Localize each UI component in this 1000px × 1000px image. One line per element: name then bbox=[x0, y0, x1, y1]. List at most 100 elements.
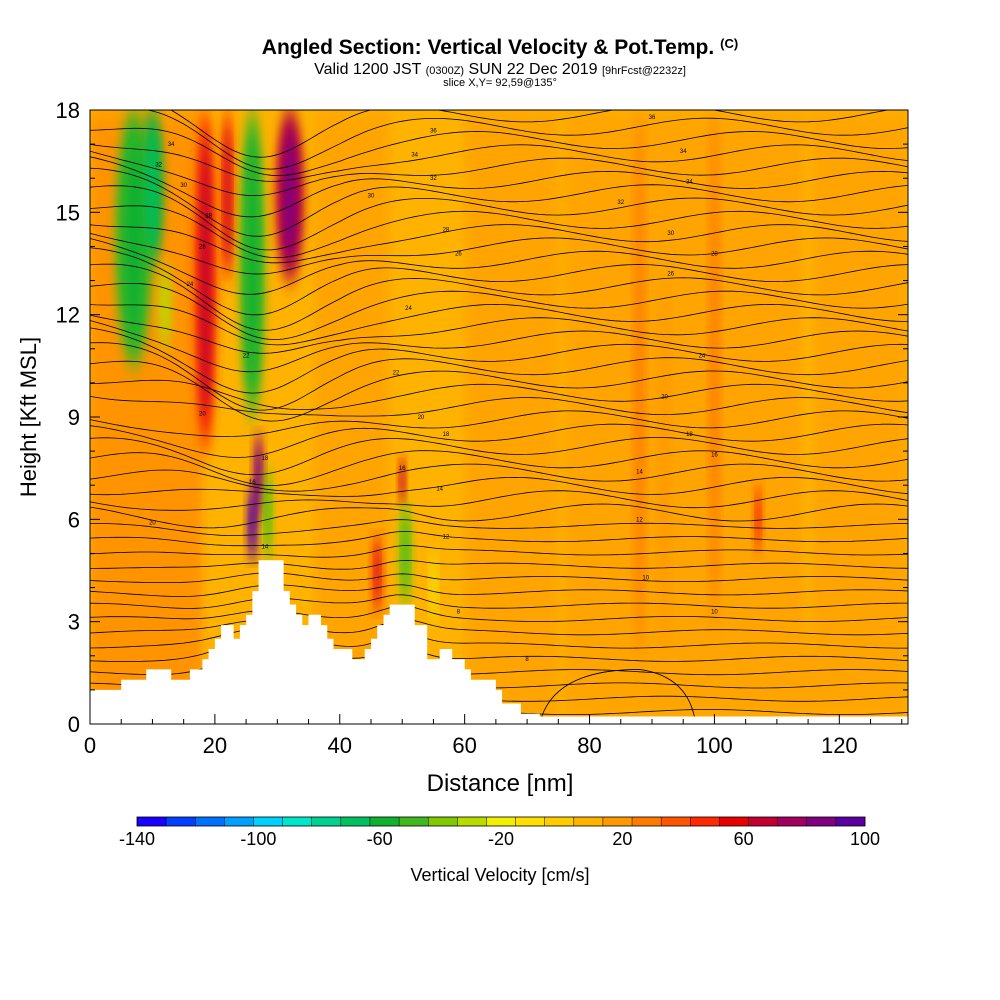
colorbar-swatch bbox=[137, 817, 167, 826]
contour-label: 28 bbox=[711, 251, 718, 257]
field-belt bbox=[564, 110, 908, 724]
colorbar-frame bbox=[136, 816, 866, 827]
theta-contour bbox=[90, 247, 908, 316]
theta-contour bbox=[90, 320, 908, 373]
contour-label: 18 bbox=[261, 456, 268, 462]
theta-contour bbox=[90, 379, 908, 410]
theta-contour bbox=[90, 143, 908, 182]
theta-contour bbox=[90, 545, 908, 558]
theta-contour bbox=[90, 584, 908, 597]
contour-label: 34 bbox=[686, 180, 693, 186]
contour-label: 22 bbox=[393, 371, 400, 377]
contour-label: 14 bbox=[436, 487, 443, 493]
theta-contour bbox=[90, 110, 908, 170]
contour-label: 20 bbox=[149, 521, 156, 527]
contour-label: 22 bbox=[243, 354, 250, 360]
colorbar-swatch bbox=[311, 817, 342, 826]
x-tick-label: 120 bbox=[821, 733, 858, 758]
y-tick-label: 3 bbox=[68, 610, 80, 635]
contour-label: 10 bbox=[711, 609, 718, 615]
forecast-info: [9hrFcst@2232z] bbox=[601, 65, 686, 77]
theta-contour bbox=[90, 572, 908, 583]
y-tick-label: 18 bbox=[56, 98, 80, 123]
valid-date: SUN 22 Dec 2019 bbox=[468, 61, 598, 78]
theta-contour bbox=[90, 423, 908, 458]
theta-contour bbox=[90, 303, 908, 346]
colorbar-swatch bbox=[428, 817, 458, 826]
contour-label: 36 bbox=[430, 128, 437, 134]
contour-label: 8 bbox=[457, 609, 461, 615]
theta-contour bbox=[90, 127, 908, 177]
field-belt bbox=[314, 110, 390, 724]
contour-label: 36 bbox=[649, 115, 656, 121]
terrain-mask bbox=[90, 560, 908, 724]
theta-contour bbox=[170, 110, 890, 158]
theta-contour bbox=[90, 410, 908, 437]
velocity-band bbox=[659, 280, 670, 656]
contour-label: 18 bbox=[443, 432, 450, 438]
colorbar-swatch bbox=[195, 817, 225, 826]
colorbar-tick-label: -60 bbox=[367, 829, 393, 849]
contour-label: 26 bbox=[667, 272, 674, 278]
theta-contour bbox=[90, 314, 908, 354]
velocity-core bbox=[265, 475, 271, 553]
colorbar-swatch bbox=[632, 817, 662, 826]
theta-contour bbox=[90, 450, 908, 486]
contour-label: 14 bbox=[261, 545, 268, 551]
contour-label: 24 bbox=[187, 282, 194, 288]
y-axis-label: Height [Kft MSL] bbox=[16, 337, 41, 497]
colorbar-swatch bbox=[486, 817, 516, 826]
valid-time-line: Valid 1200 JST (0300Z) SUN 22 Dec 2019 [… bbox=[0, 61, 1000, 79]
theta-contour bbox=[90, 342, 908, 411]
colorbar-tick-label: -100 bbox=[240, 829, 276, 849]
contour-label: 32 bbox=[617, 200, 624, 206]
theta-contour bbox=[90, 263, 908, 331]
theta-contour bbox=[90, 232, 908, 275]
contour-label: 12 bbox=[636, 517, 643, 523]
theta-contour bbox=[90, 503, 908, 529]
y-tick-label: 15 bbox=[56, 200, 80, 225]
contour-label: 16 bbox=[249, 480, 256, 486]
contour-label: 16 bbox=[711, 453, 718, 459]
x-tick-label: 60 bbox=[452, 733, 476, 758]
theta-contour bbox=[90, 205, 908, 259]
vertical-velocity-field bbox=[90, 110, 908, 724]
y-tick-label: 9 bbox=[68, 405, 80, 430]
colorbar-swatch bbox=[457, 817, 487, 826]
colorbar-tick-label: 20 bbox=[612, 829, 632, 849]
colorbar-swatch bbox=[224, 817, 254, 826]
colorbar-label: Vertical Velocity [cm/s] bbox=[410, 865, 589, 885]
colorbar-swatch bbox=[719, 817, 749, 826]
contour-label: 20 bbox=[199, 412, 206, 418]
x-tick-label: 100 bbox=[696, 733, 733, 758]
velocity-core bbox=[374, 542, 380, 606]
x-tick-label: 80 bbox=[577, 733, 601, 758]
theta-contour bbox=[90, 476, 908, 497]
colorbar: -140 -100 -60 -20 20 60 100 bbox=[119, 816, 880, 849]
valid-prefix: Valid 1200 JST bbox=[314, 61, 422, 78]
theta-contour bbox=[90, 519, 908, 536]
contour-label: 24 bbox=[405, 306, 412, 312]
colorbar-swatch bbox=[777, 817, 808, 826]
velocity-band bbox=[801, 110, 815, 656]
contour-label: 34 bbox=[680, 149, 687, 155]
velocity-core bbox=[146, 122, 158, 251]
colorbar-tick-label: -20 bbox=[488, 829, 514, 849]
velocity-core bbox=[400, 461, 405, 499]
velocity-core bbox=[402, 510, 409, 597]
theta-contour bbox=[90, 531, 908, 547]
velocity-core bbox=[124, 131, 144, 345]
contour-label: 20 bbox=[661, 395, 668, 401]
x-tick-label: 20 bbox=[203, 733, 227, 758]
colorbar-swatch bbox=[399, 817, 429, 826]
colorbar-swatch bbox=[602, 817, 633, 826]
contour-label: 18 bbox=[686, 432, 693, 438]
velocity-core bbox=[756, 490, 761, 548]
ground-strip bbox=[90, 716, 908, 724]
contour-label: 8 bbox=[525, 657, 529, 663]
contour-label: 30 bbox=[180, 183, 187, 189]
x-tick-label: 40 bbox=[328, 733, 352, 758]
theta-contour bbox=[90, 463, 908, 492]
